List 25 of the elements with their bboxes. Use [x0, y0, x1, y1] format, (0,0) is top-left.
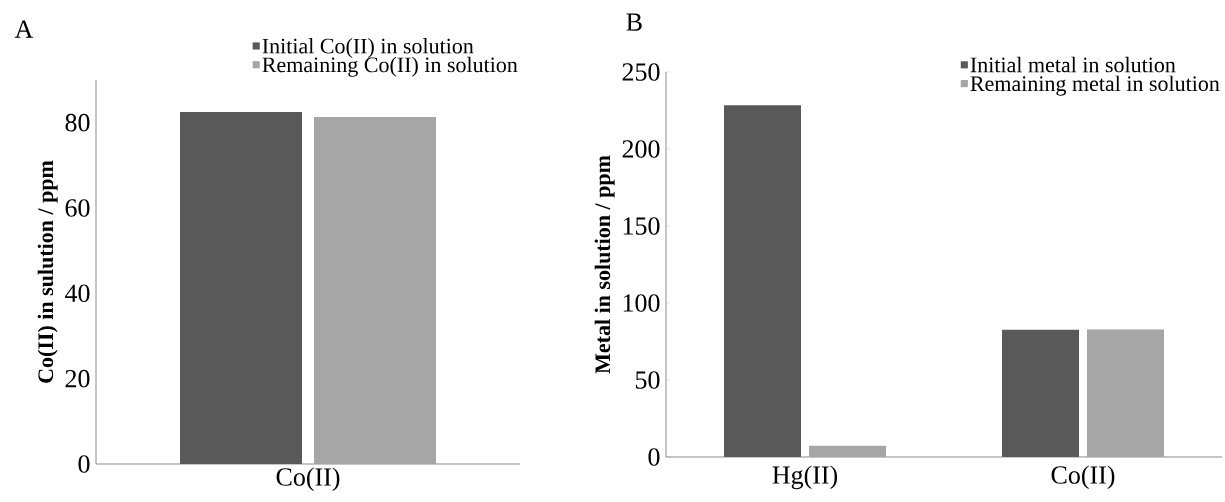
y-tick-label: 250 [622, 63, 660, 81]
bar [724, 105, 802, 457]
y-tick-label: 0 [648, 448, 660, 466]
y-axis-title: Metal in solution / ppm [594, 155, 615, 374]
legend-label: Remaining Co(II) in solution [262, 56, 518, 77]
y-tick-label: 0 [78, 455, 90, 473]
chart-title: B [626, 13, 642, 31]
y-tick-label: 150 [623, 217, 660, 235]
x-tick-label: Co(II) [1051, 465, 1115, 490]
bar [1002, 329, 1079, 457]
bar [809, 445, 886, 457]
text: A [14, 20, 34, 38]
y-tick-label: 80 [65, 113, 90, 132]
x-tick-label: Hg(II) [772, 465, 838, 490]
legend-label: Initial metal in solution [970, 56, 1176, 73]
y-tick-label: 40 [64, 284, 90, 303]
y-tick-label: 50 [635, 371, 660, 389]
legend-label: Remaining metal in solution [970, 75, 1220, 96]
y-tick-label: 200 [622, 140, 660, 158]
x-tick-label: Co(II) [276, 467, 340, 492]
bar [1087, 329, 1164, 457]
y-tick-label: 100 [623, 294, 660, 312]
y-tick-label: 20 [65, 369, 90, 388]
y-axis-title: Co(II) in sulution / ppm [37, 160, 58, 383]
y-tick-label: 60 [65, 199, 90, 217]
